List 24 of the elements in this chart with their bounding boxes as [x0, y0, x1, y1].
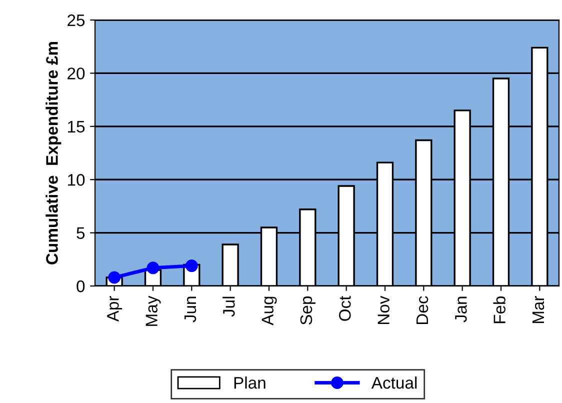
- x-tick-label: Feb: [493, 296, 506, 324]
- point: [108, 271, 121, 284]
- x-tick-label: Oct: [339, 296, 351, 321]
- x-tick-label: Dec: [416, 296, 428, 324]
- legend-label: Plan: [234, 376, 266, 389]
- y-tick-label: 10: [68, 174, 85, 186]
- y-tick-label: 0: [76, 280, 85, 292]
- point: [146, 262, 160, 274]
- point: [185, 260, 198, 272]
- x-tick-label: Jun: [184, 296, 196, 322]
- y-tick-label: 5: [76, 227, 85, 240]
- y-tick-label: 15: [68, 120, 85, 133]
- x-tick-label: May: [146, 296, 161, 326]
- x-tick-label: Jan: [455, 296, 467, 322]
- x-tick-label: Apr: [107, 296, 122, 322]
- x-tick-label: Mar: [532, 296, 544, 324]
- legend-label: Actual: [371, 376, 417, 389]
- x-tick-label: Sep: [300, 296, 316, 325]
- x-tick-label: Nov: [378, 296, 390, 324]
- x-tick-label: Jul: [222, 296, 235, 317]
- y-tick-label: 25: [68, 14, 85, 26]
- y-axis-title: Cumulative Expenditure £m: [46, 42, 62, 264]
- x-tick-label: Aug: [262, 296, 277, 326]
- y-tick-label: 20: [68, 68, 85, 80]
